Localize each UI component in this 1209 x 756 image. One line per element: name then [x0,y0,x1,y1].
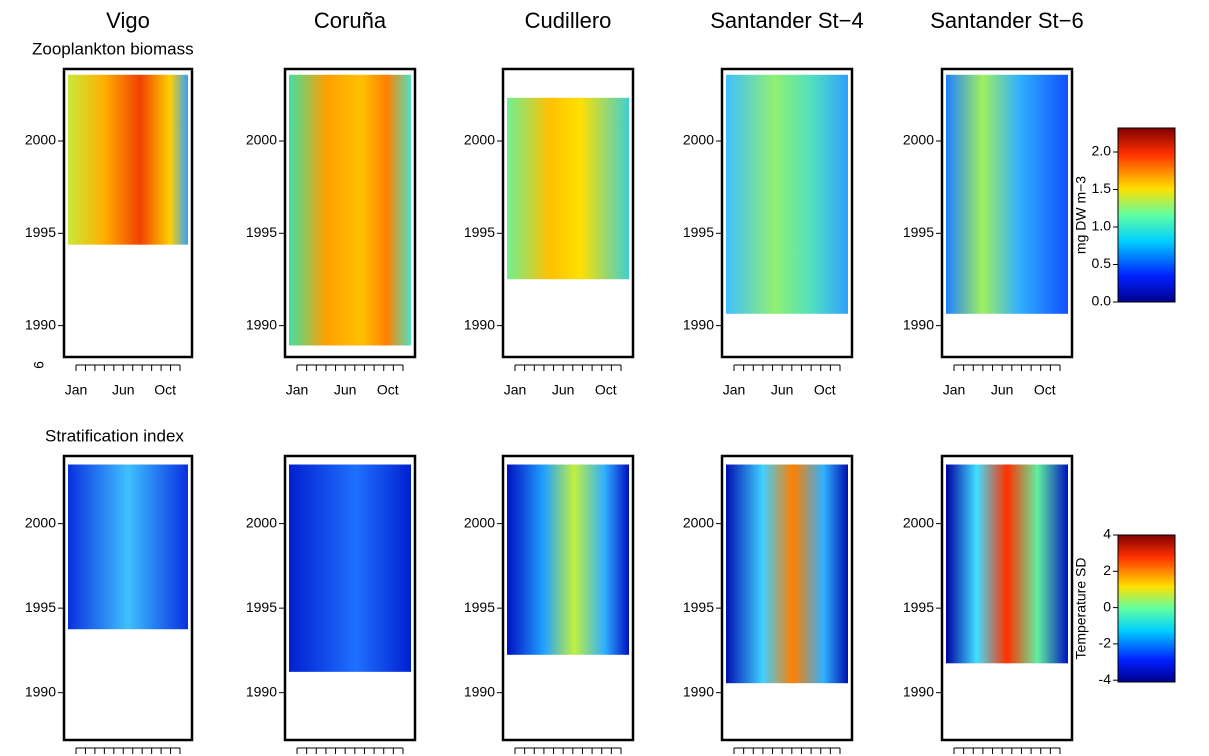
row-title: Stratification index [45,426,184,445]
heatmap-field [726,74,848,314]
y-tick-label: 1995 [464,599,495,615]
colorbar-tick-label: 4 [1103,526,1111,542]
panel-frame [720,67,854,359]
heatmap-field [946,74,1068,314]
y-tick-label: 1990 [683,316,714,332]
y-tick-label: 1990 [25,316,56,332]
colorbar-tick-label: 0.5 [1092,255,1112,271]
y-tick-label: 1990 [464,683,495,699]
y-tick-label: 2000 [25,132,56,148]
panel-frame [501,454,635,742]
colorbar-tick-label: -4 [1099,671,1112,687]
panel-title: Santander St−4 [710,8,864,33]
y-tick-label: 2000 [246,132,277,148]
y-tick-label: 1995 [246,224,277,240]
colorbar-label: Temperature SD [1073,558,1089,660]
panel-title: Coruña [314,8,387,33]
x-tick-label: Oct [595,382,617,398]
y-tick-label: 2000 [683,132,714,148]
colorbar-tick-label: 0 [1103,598,1111,614]
panel-frame [283,67,417,359]
heatmap-field [946,464,1068,664]
y-tick-label: 2000 [25,514,56,530]
panel-frame [283,454,417,742]
y-tick-label: 1995 [25,224,56,240]
x-tick-label: Jun [771,382,794,398]
y-tick-label: 1995 [903,599,934,615]
y-tick-label: 1990 [903,683,934,699]
x-tick-label: Jan [286,382,309,398]
y-tick-label: 2000 [246,514,277,530]
panel-frame [940,67,1074,359]
x-tick-label: Jan [943,382,966,398]
heatmap-field [289,464,411,672]
heatmap-field [726,464,848,684]
x-tick-label: Jun [991,382,1014,398]
panel-title: Cudillero [525,8,612,33]
y-tick-label: 1995 [683,224,714,240]
y-tick-label: 1995 [903,224,934,240]
x-tick-label: Oct [1034,382,1056,398]
colorbar-tick-label: 0.0 [1092,293,1112,309]
x-tick-label: Jan [65,382,88,398]
y-tick-label: 1990 [25,683,56,699]
panel-title: Santander St−6 [930,8,1084,33]
y-tick-label: 1990 [683,683,714,699]
y-tick-label: 1995 [683,599,714,615]
colorbar-tick-label: -2 [1099,635,1112,651]
colorbar-tick-label: 1.0 [1092,218,1112,234]
panel-frame [62,67,194,359]
x-tick-label: Jan [723,382,746,398]
panel-frame [501,67,635,359]
x-tick-label: Oct [377,382,399,398]
y-tick-label: 1990 [246,683,277,699]
x-tick-label: Jun [334,382,357,398]
heatmap-field [507,464,629,655]
stray-label: 6 [31,361,47,369]
x-tick-label: Jun [112,382,135,398]
x-tick-label: Jan [504,382,527,398]
panel-frame [62,454,194,742]
colorbar-tick-label: 2.0 [1092,143,1112,159]
colorbar [1117,534,1176,683]
heatmap-field [289,74,411,346]
y-tick-label: 2000 [903,132,934,148]
y-tick-label: 1995 [246,599,277,615]
panel-frame [940,454,1074,742]
y-tick-label: 2000 [903,514,934,530]
y-tick-label: 1990 [464,316,495,332]
y-tick-label: 1990 [903,316,934,332]
panel-frame [720,454,854,742]
y-tick-label: 1990 [246,316,277,332]
y-tick-label: 2000 [464,514,495,530]
y-tick-label: 1995 [25,599,56,615]
x-tick-label: Jun [552,382,575,398]
y-tick-label: 2000 [683,514,714,530]
colorbar-tick-label: 1.5 [1092,180,1112,196]
row-title: Zooplankton biomass [32,39,194,58]
heatmap-field [507,97,629,280]
colorbar [1117,127,1176,303]
x-tick-label: Oct [154,382,176,398]
colorbar-tick-label: 2 [1103,562,1111,578]
x-tick-label: Oct [814,382,836,398]
y-tick-label: 1995 [464,224,495,240]
heatmap-field [68,464,188,630]
panel-title: Vigo [106,8,150,33]
heatmap-field [68,74,188,245]
y-tick-label: 2000 [464,132,495,148]
colorbar-label: mg DW m−3 [1073,176,1089,254]
